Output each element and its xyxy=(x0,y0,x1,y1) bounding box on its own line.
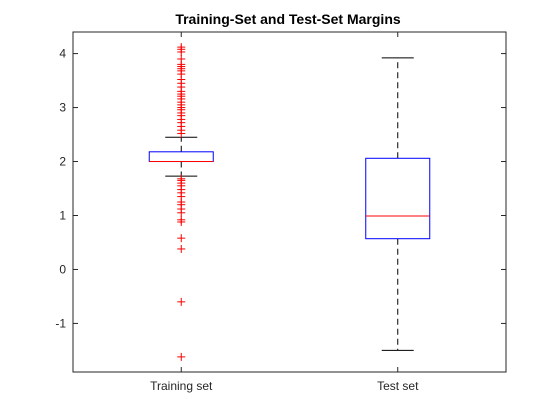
y-tick-label: 0 xyxy=(59,262,66,276)
y-tick-label: 4 xyxy=(59,47,66,61)
box-group-training-set xyxy=(148,43,214,361)
x-tick-label: Training set xyxy=(150,379,213,393)
outlier-point xyxy=(177,217,186,226)
y-tick-label: 1 xyxy=(59,208,66,222)
outlier-point xyxy=(177,352,186,361)
axes: -1 0 1 2 3 4 Training set Test set xyxy=(55,31,507,393)
y-tick-label: 3 xyxy=(59,101,66,115)
box xyxy=(148,151,214,163)
y-tick-label: 2 xyxy=(59,155,66,169)
outlier-point xyxy=(177,297,186,306)
axes-frame xyxy=(72,31,507,373)
outlier-point xyxy=(177,234,186,243)
plot-area xyxy=(148,43,431,361)
chart-title: Training-Set and Test-Set Margins xyxy=(175,11,401,27)
outlier-point xyxy=(177,244,186,253)
box xyxy=(365,157,431,240)
outlier-point xyxy=(177,208,186,217)
outlier-point xyxy=(177,129,186,138)
x-tick-label: Test set xyxy=(377,379,419,393)
box-group-test-set xyxy=(365,57,431,351)
y-tick-label: -1 xyxy=(55,316,66,330)
outlier-point xyxy=(177,47,186,56)
